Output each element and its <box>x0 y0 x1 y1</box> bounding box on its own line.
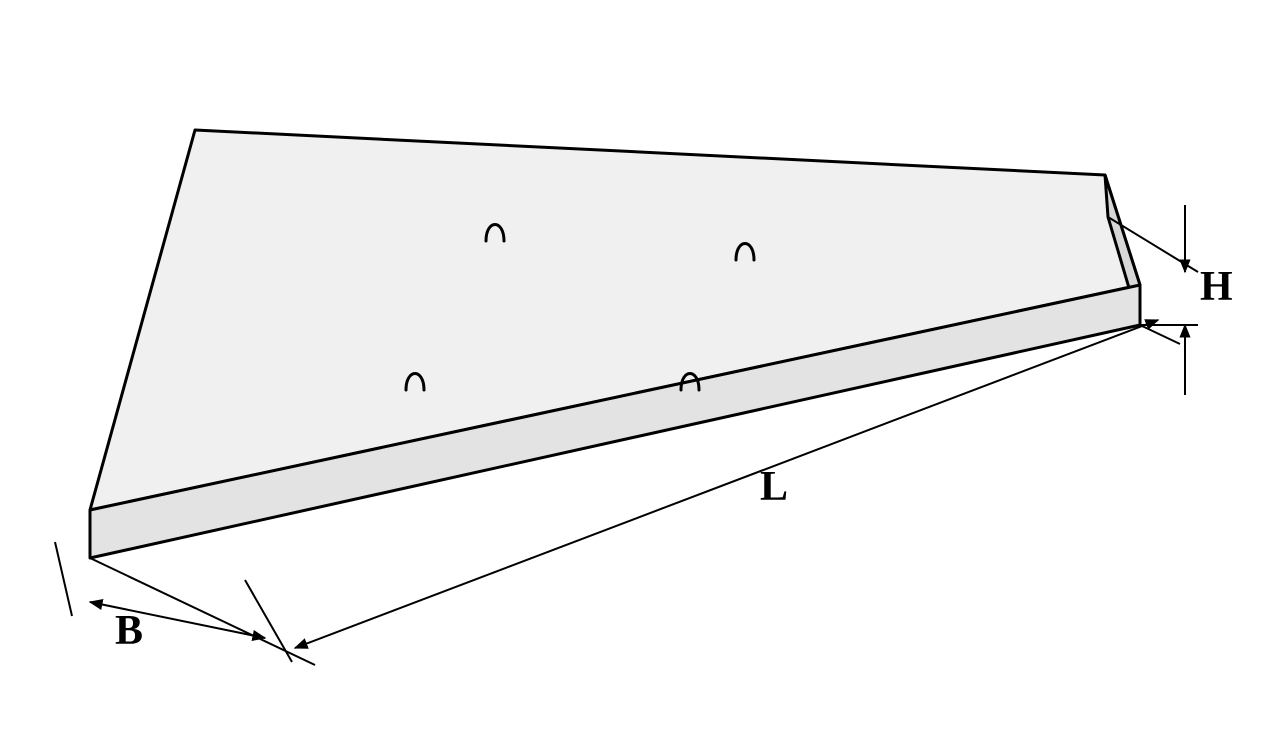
dim-label-length: L <box>760 464 788 510</box>
dim-label-width: B <box>115 608 143 654</box>
slab-dimension-diagram: L B H <box>0 0 1280 735</box>
concrete-slab <box>90 130 1140 558</box>
dim-label-height: H <box>1200 264 1233 310</box>
